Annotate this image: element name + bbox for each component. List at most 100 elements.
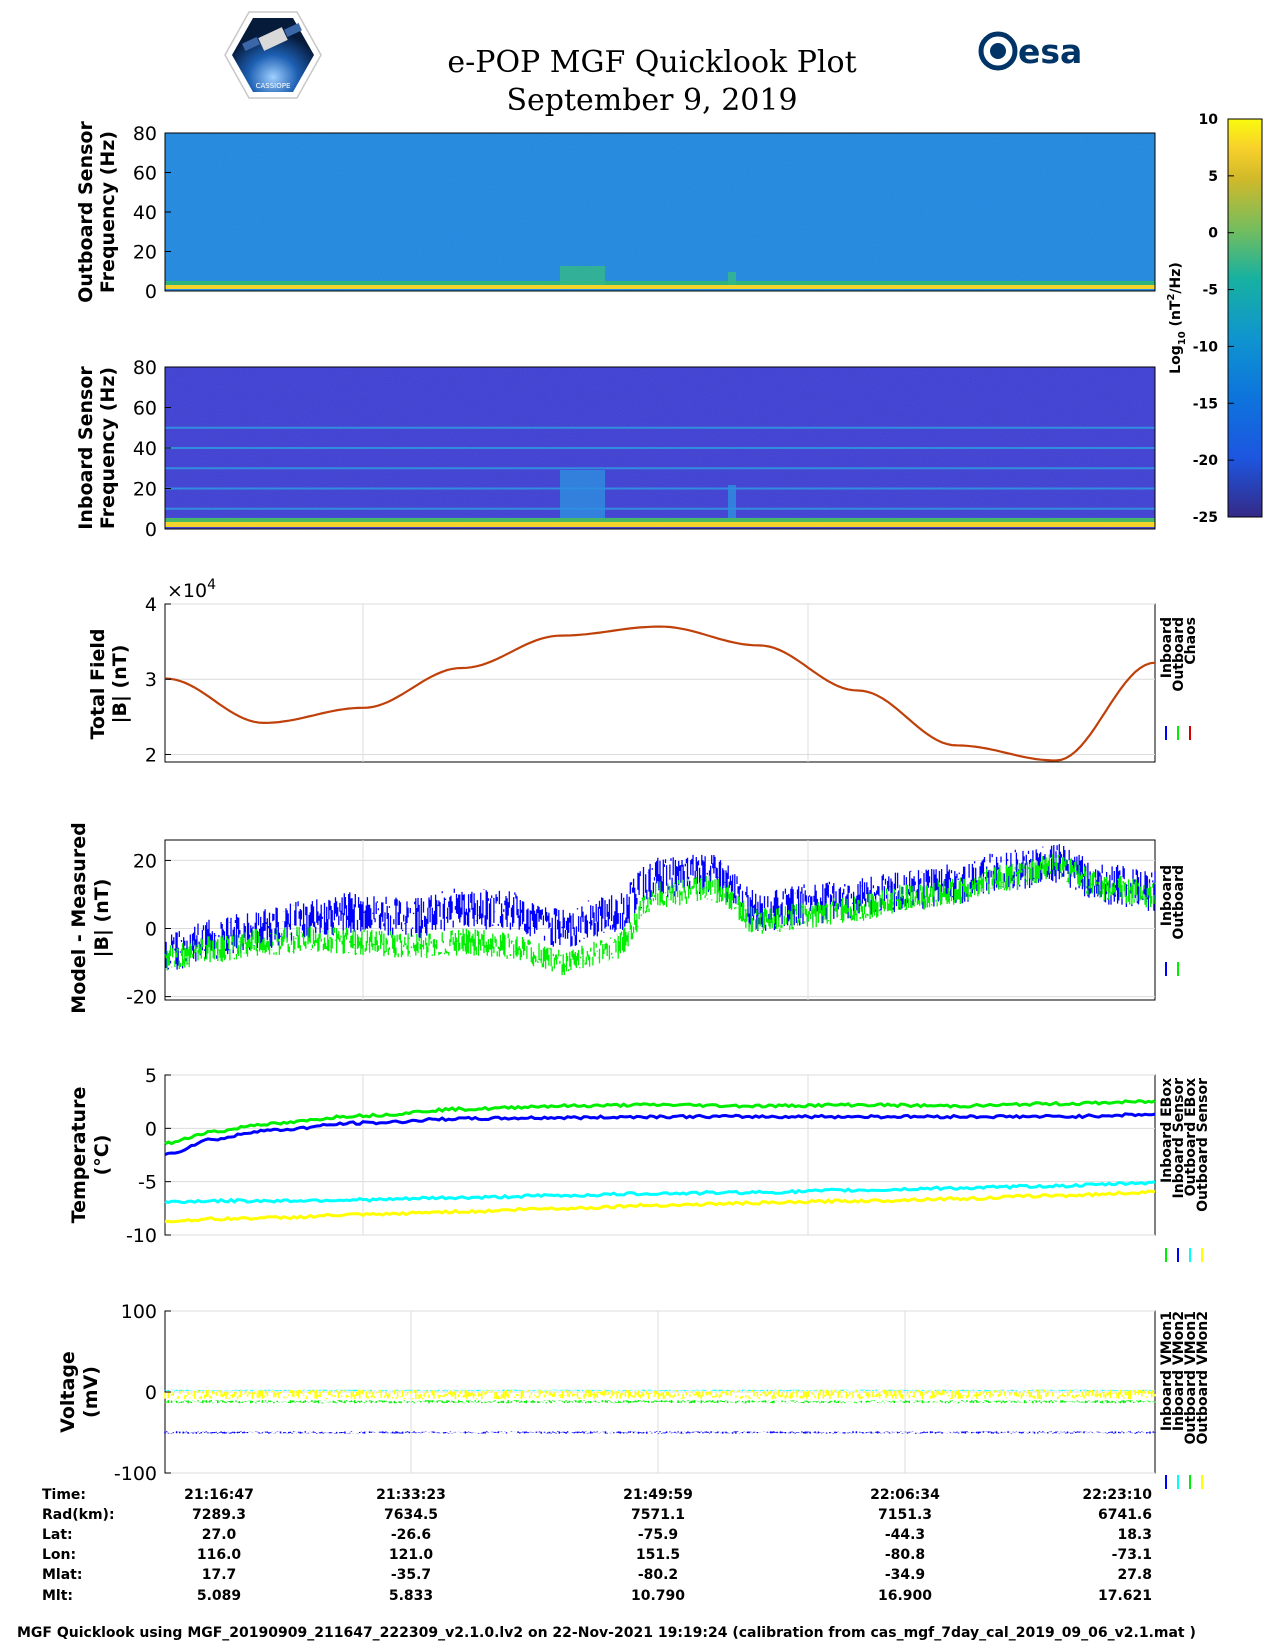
outboard-spectrogram-ytick-label: 20 (133, 242, 157, 264)
outboard-burst-2 (728, 272, 736, 285)
orbit-cell: 18.3 (1117, 1527, 1152, 1543)
temperature-ylabel-2: (°C) (91, 1135, 113, 1176)
orbit-cell: 17.7 (202, 1567, 237, 1583)
orbit-cell: 21:33:23 (376, 1487, 446, 1503)
orbit-cell: -44.3 (885, 1527, 925, 1543)
total-field-ytick-label: 4 (145, 594, 157, 616)
model-minus-measured-ylabel-2: |B| (nT) (91, 879, 113, 958)
outboard-spectrogram-ytick-label: 80 (133, 123, 157, 145)
legend-label-outboard: Outboard (1171, 617, 1187, 692)
temperature-ytick-label: -5 (138, 1172, 157, 1194)
figure-title: e-POP MGF Quicklook Plot (447, 45, 856, 80)
orbit-cell: 16.900 (878, 1588, 932, 1604)
legend-label-outboard-vmon1: Outboard VMon1 (1183, 1311, 1199, 1445)
legend-label-chaos: Chaos (1183, 617, 1199, 665)
orbit-cell: 10.790 (631, 1588, 685, 1604)
orbit-cell: 7571.1 (631, 1507, 685, 1523)
outboard-spectrogram-ylabel-2: Frequency (Hz) (97, 131, 119, 293)
colorbar-tick-label: 10 (1199, 112, 1219, 128)
model-minus-measured-ytick-label: -20 (126, 987, 157, 1009)
temperature-ytick-label: -10 (126, 1225, 157, 1247)
outboard-dc-band (165, 285, 1155, 289)
orbit-row-label: Rad(km): (42, 1507, 115, 1523)
inboard-burst-2 (728, 485, 736, 520)
total-field-line (164, 625, 1156, 762)
orbit-cell: 22:06:34 (870, 1487, 940, 1503)
colorbar: 10 5 0 -5 -10 -15 -20 -25 Log10 (nT2/Hz) (1166, 112, 1263, 526)
orbit-cell: 7151.3 (878, 1507, 932, 1523)
total-field-ytick-label: 2 (145, 744, 157, 766)
colorbar-tick-label: -20 (1193, 453, 1219, 469)
cassiope-logo-icon: CASSIOPE (224, 11, 322, 99)
orbit-cell: -26.6 (391, 1527, 431, 1543)
outboard-spectrogram-ytick-label: 60 (133, 163, 157, 185)
total-field-panel: 2 3 4 ×104 Total Field |B| (nT) InboardOut… (87, 577, 1199, 766)
orbit-row-label: Lat: (42, 1527, 73, 1543)
orbit-cell: 6741.6 (1098, 1507, 1152, 1523)
orbit-cell: -34.9 (885, 1567, 925, 1583)
orbit-cell: -73.1 (1112, 1547, 1152, 1563)
esa-logo-icon: esa (978, 31, 1082, 71)
inboard-spectrogram-ytick-label: 40 (133, 438, 157, 460)
colorbar-tick-label: -25 (1193, 510, 1218, 526)
footer-caption: MGF Quicklook using MGF_20190909_211647_… (17, 1625, 1196, 1641)
colorbar-tick-label: -10 (1193, 339, 1219, 355)
voltage-outboard-vmon2-trace (164, 1389, 1156, 1400)
colorbar-tick-label: -5 (1202, 283, 1218, 299)
orbit-cell: 5.833 (389, 1588, 433, 1604)
voltage-ylabel-1: Voltage (57, 1351, 79, 1433)
inboard-spectrogram-ytick-label: 60 (133, 398, 157, 420)
total-field-ytick-label: 3 (145, 669, 157, 691)
voltage-outboard-vmon1-trace (164, 1400, 1156, 1404)
orbit-cell: 21:16:47 (184, 1487, 254, 1503)
outboard-spectrogram-ylabel-1: Outboard Sensor (75, 121, 97, 303)
colorbar-tick-label: -15 (1193, 396, 1218, 412)
orbit-row-label: Mlt: (42, 1588, 73, 1604)
legend-label-inboard: Inboard (1159, 617, 1175, 678)
orbit-cell: -80.8 (885, 1547, 925, 1563)
legend-label-outboard-vmon2: Outboard VMon2 (1195, 1311, 1211, 1445)
orbit-cell: 17.621 (1098, 1588, 1152, 1604)
legend-label-outboard-sensor: Outboard Sensor (1195, 1078, 1211, 1212)
inboard-spectrogram-ytick-label: 0 (145, 519, 157, 541)
orbit-row-label: Time: (42, 1487, 86, 1503)
voltage-ylabel-2: (mV) (80, 1366, 102, 1418)
colorbar-label: Log10 (nT2/Hz) (1166, 262, 1188, 374)
temperature-inboard-sensor-line (164, 1112, 1156, 1156)
esa-logo-text: esa (1018, 32, 1082, 71)
orbit-cell: 27.0 (202, 1527, 237, 1543)
temperature-ylabel-1: Temperature (68, 1087, 90, 1224)
orbit-row-label: Mlat: (42, 1567, 82, 1583)
model-minus-measured-panel: -20 0 20 Model - Measured |B| (nT) Inboard… (68, 822, 1187, 1013)
total-field-exponent: ×104 (167, 577, 216, 602)
inboard-dc-band (165, 522, 1155, 527)
voltage-ytick-label: -100 (114, 1463, 157, 1485)
legend-label-inboard-ebox: Inboard EBox (1159, 1078, 1175, 1183)
orbit-cell: -75.9 (638, 1527, 678, 1543)
temperature-ytick-label: 5 (145, 1065, 157, 1087)
orbit-cell: 121.0 (389, 1547, 434, 1563)
orbit-table: Time: Rad(km): Lat: Lon: Mlat: Mlt: 21:16:47 72… (42, 1487, 1152, 1604)
outboard-low-frequency-band (165, 281, 1155, 285)
inboard-spectrogram-ylabel-2: Frequency (Hz) (97, 367, 119, 529)
legend-label-inboard: Inboard (1159, 865, 1175, 926)
orbit-row-label: Lon: (42, 1547, 76, 1563)
inboard-spectrogram-panel: 0 20 40 60 80 Inboard Sensor Frequency (Hz) (75, 357, 1156, 541)
colorbar-tick-label: 0 (1208, 226, 1218, 242)
voltage-ytick-label: 0 (145, 1382, 157, 1404)
temperature-panel: -10 -5 0 5 Temperature (°C) Inboard EBoxInb… (68, 1065, 1211, 1262)
model-minus-measured-ylabel-1: Model - Measured (68, 822, 90, 1013)
orbit-cell: 5.089 (197, 1588, 241, 1604)
temperature-inboard-ebox-line (164, 1099, 1156, 1146)
temperature-outboard-ebox-line (164, 1180, 1156, 1205)
legend-label-inboard-vmon2: Inboard VMon2 (1171, 1311, 1187, 1431)
temperature-ytick-label: 0 (145, 1118, 157, 1140)
legend-label-outboard-ebox: Outboard EBox (1183, 1078, 1199, 1196)
temperature-outboard-sensor-line (164, 1189, 1156, 1224)
total-field-ylabel-1: Total Field (87, 628, 109, 739)
model-minus-measured-ytick-label: 0 (145, 919, 157, 941)
orbit-cell: -35.7 (391, 1567, 431, 1583)
orbit-cell: 22:23:10 (1082, 1487, 1152, 1503)
colorbar-gradient (1227, 118, 1263, 518)
